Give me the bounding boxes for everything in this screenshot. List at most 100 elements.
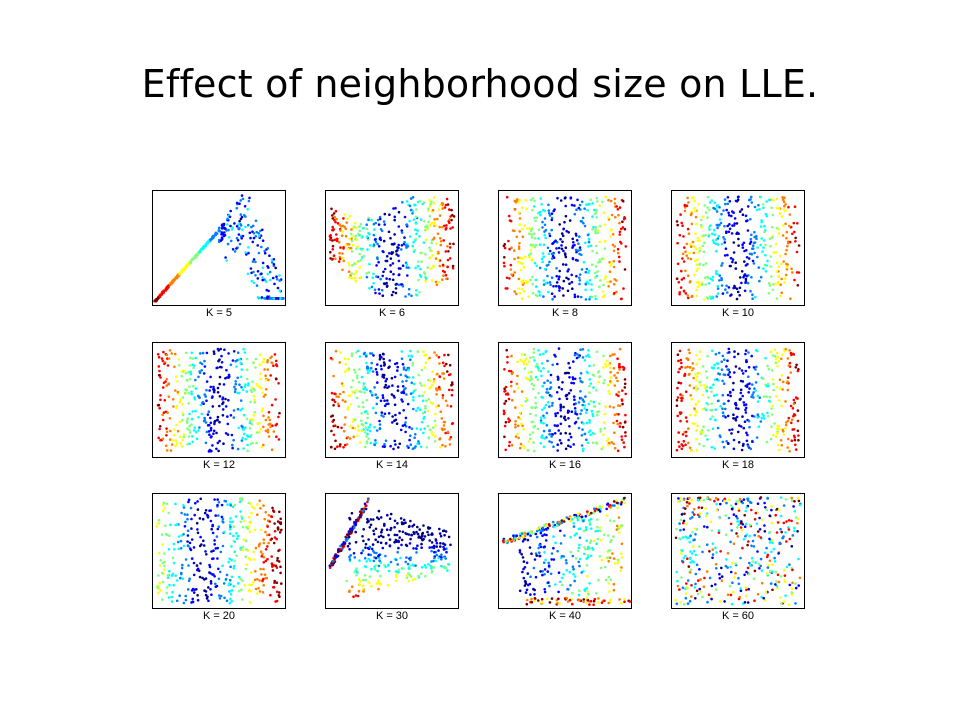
data-point bbox=[278, 510, 281, 514]
data-point bbox=[685, 254, 688, 257]
data-point bbox=[168, 417, 172, 420]
data-point bbox=[585, 438, 588, 441]
data-point bbox=[163, 362, 166, 366]
data-point bbox=[545, 411, 549, 415]
data-point bbox=[358, 355, 362, 358]
data-point bbox=[602, 381, 605, 385]
data-point bbox=[190, 527, 193, 530]
data-point bbox=[618, 368, 621, 371]
data-point bbox=[244, 426, 247, 429]
data-point bbox=[764, 212, 768, 216]
data-point bbox=[252, 581, 255, 584]
data-point bbox=[363, 557, 367, 560]
data-point bbox=[333, 400, 337, 404]
data-point bbox=[217, 594, 221, 597]
data-point bbox=[775, 585, 779, 588]
data-point bbox=[612, 367, 616, 370]
data-point bbox=[566, 587, 569, 591]
data-point bbox=[350, 385, 353, 389]
data-point bbox=[222, 222, 226, 226]
data-point bbox=[569, 550, 573, 554]
data-point bbox=[190, 390, 193, 394]
data-point bbox=[728, 351, 731, 354]
data-point bbox=[682, 235, 685, 238]
data-point bbox=[534, 396, 537, 399]
data-point bbox=[756, 400, 760, 403]
data-point bbox=[421, 394, 425, 397]
data-point bbox=[377, 587, 380, 591]
data-point bbox=[404, 261, 408, 265]
data-point bbox=[682, 439, 686, 443]
data-point bbox=[616, 558, 620, 562]
data-point bbox=[260, 272, 263, 275]
data-point bbox=[758, 396, 762, 399]
data-point bbox=[437, 355, 441, 359]
data-point bbox=[733, 350, 736, 353]
data-point bbox=[252, 232, 256, 235]
data-point bbox=[186, 588, 190, 591]
data-point bbox=[397, 225, 401, 228]
data-point bbox=[614, 499, 618, 502]
data-point bbox=[687, 565, 691, 568]
data-point bbox=[352, 435, 355, 439]
data-point bbox=[184, 371, 188, 375]
data-point bbox=[350, 250, 354, 253]
data-point bbox=[773, 556, 776, 560]
data-point bbox=[707, 282, 711, 285]
data-point bbox=[247, 382, 250, 385]
data-point bbox=[717, 234, 721, 238]
data-point bbox=[543, 381, 546, 385]
data-point bbox=[241, 545, 245, 549]
data-point bbox=[687, 427, 690, 430]
data-point bbox=[404, 430, 407, 434]
data-point bbox=[585, 408, 589, 412]
data-point bbox=[502, 244, 506, 248]
data-point bbox=[714, 418, 717, 422]
data-point bbox=[354, 530, 357, 534]
data-point bbox=[276, 556, 279, 560]
data-point bbox=[737, 509, 741, 512]
data-point bbox=[191, 410, 194, 413]
data-point bbox=[589, 527, 593, 530]
data-point bbox=[578, 589, 581, 593]
data-point bbox=[259, 427, 263, 431]
data-point bbox=[541, 408, 544, 411]
data-point bbox=[206, 513, 209, 517]
data-point bbox=[515, 235, 519, 239]
data-point bbox=[245, 390, 249, 393]
data-point bbox=[607, 575, 611, 579]
data-point bbox=[215, 431, 218, 435]
data-point bbox=[376, 363, 379, 366]
data-point bbox=[426, 266, 429, 269]
data-point bbox=[431, 254, 434, 257]
data-point bbox=[169, 283, 172, 286]
data-point bbox=[574, 410, 577, 413]
data-point bbox=[358, 276, 362, 280]
data-point bbox=[585, 564, 589, 567]
data-point bbox=[532, 384, 536, 387]
data-point bbox=[395, 282, 398, 286]
data-point bbox=[578, 252, 581, 256]
data-point bbox=[435, 553, 439, 557]
data-point bbox=[562, 520, 566, 523]
data-point bbox=[712, 241, 716, 244]
data-point bbox=[414, 237, 418, 241]
data-point bbox=[780, 291, 783, 295]
data-point bbox=[604, 239, 607, 243]
data-point bbox=[157, 365, 161, 368]
data-point bbox=[560, 247, 564, 251]
data-point bbox=[395, 250, 398, 253]
data-point bbox=[237, 233, 241, 236]
data-point bbox=[733, 371, 736, 374]
data-point bbox=[554, 583, 557, 586]
data-point bbox=[368, 425, 371, 429]
data-point bbox=[676, 396, 680, 399]
data-point bbox=[203, 416, 206, 420]
data-point bbox=[348, 237, 351, 241]
data-point bbox=[572, 381, 576, 385]
data-point bbox=[685, 420, 689, 423]
embedding-panel: K = 5 bbox=[152, 190, 286, 321]
data-point bbox=[543, 551, 546, 554]
data-point bbox=[685, 582, 688, 585]
data-point bbox=[264, 388, 268, 391]
